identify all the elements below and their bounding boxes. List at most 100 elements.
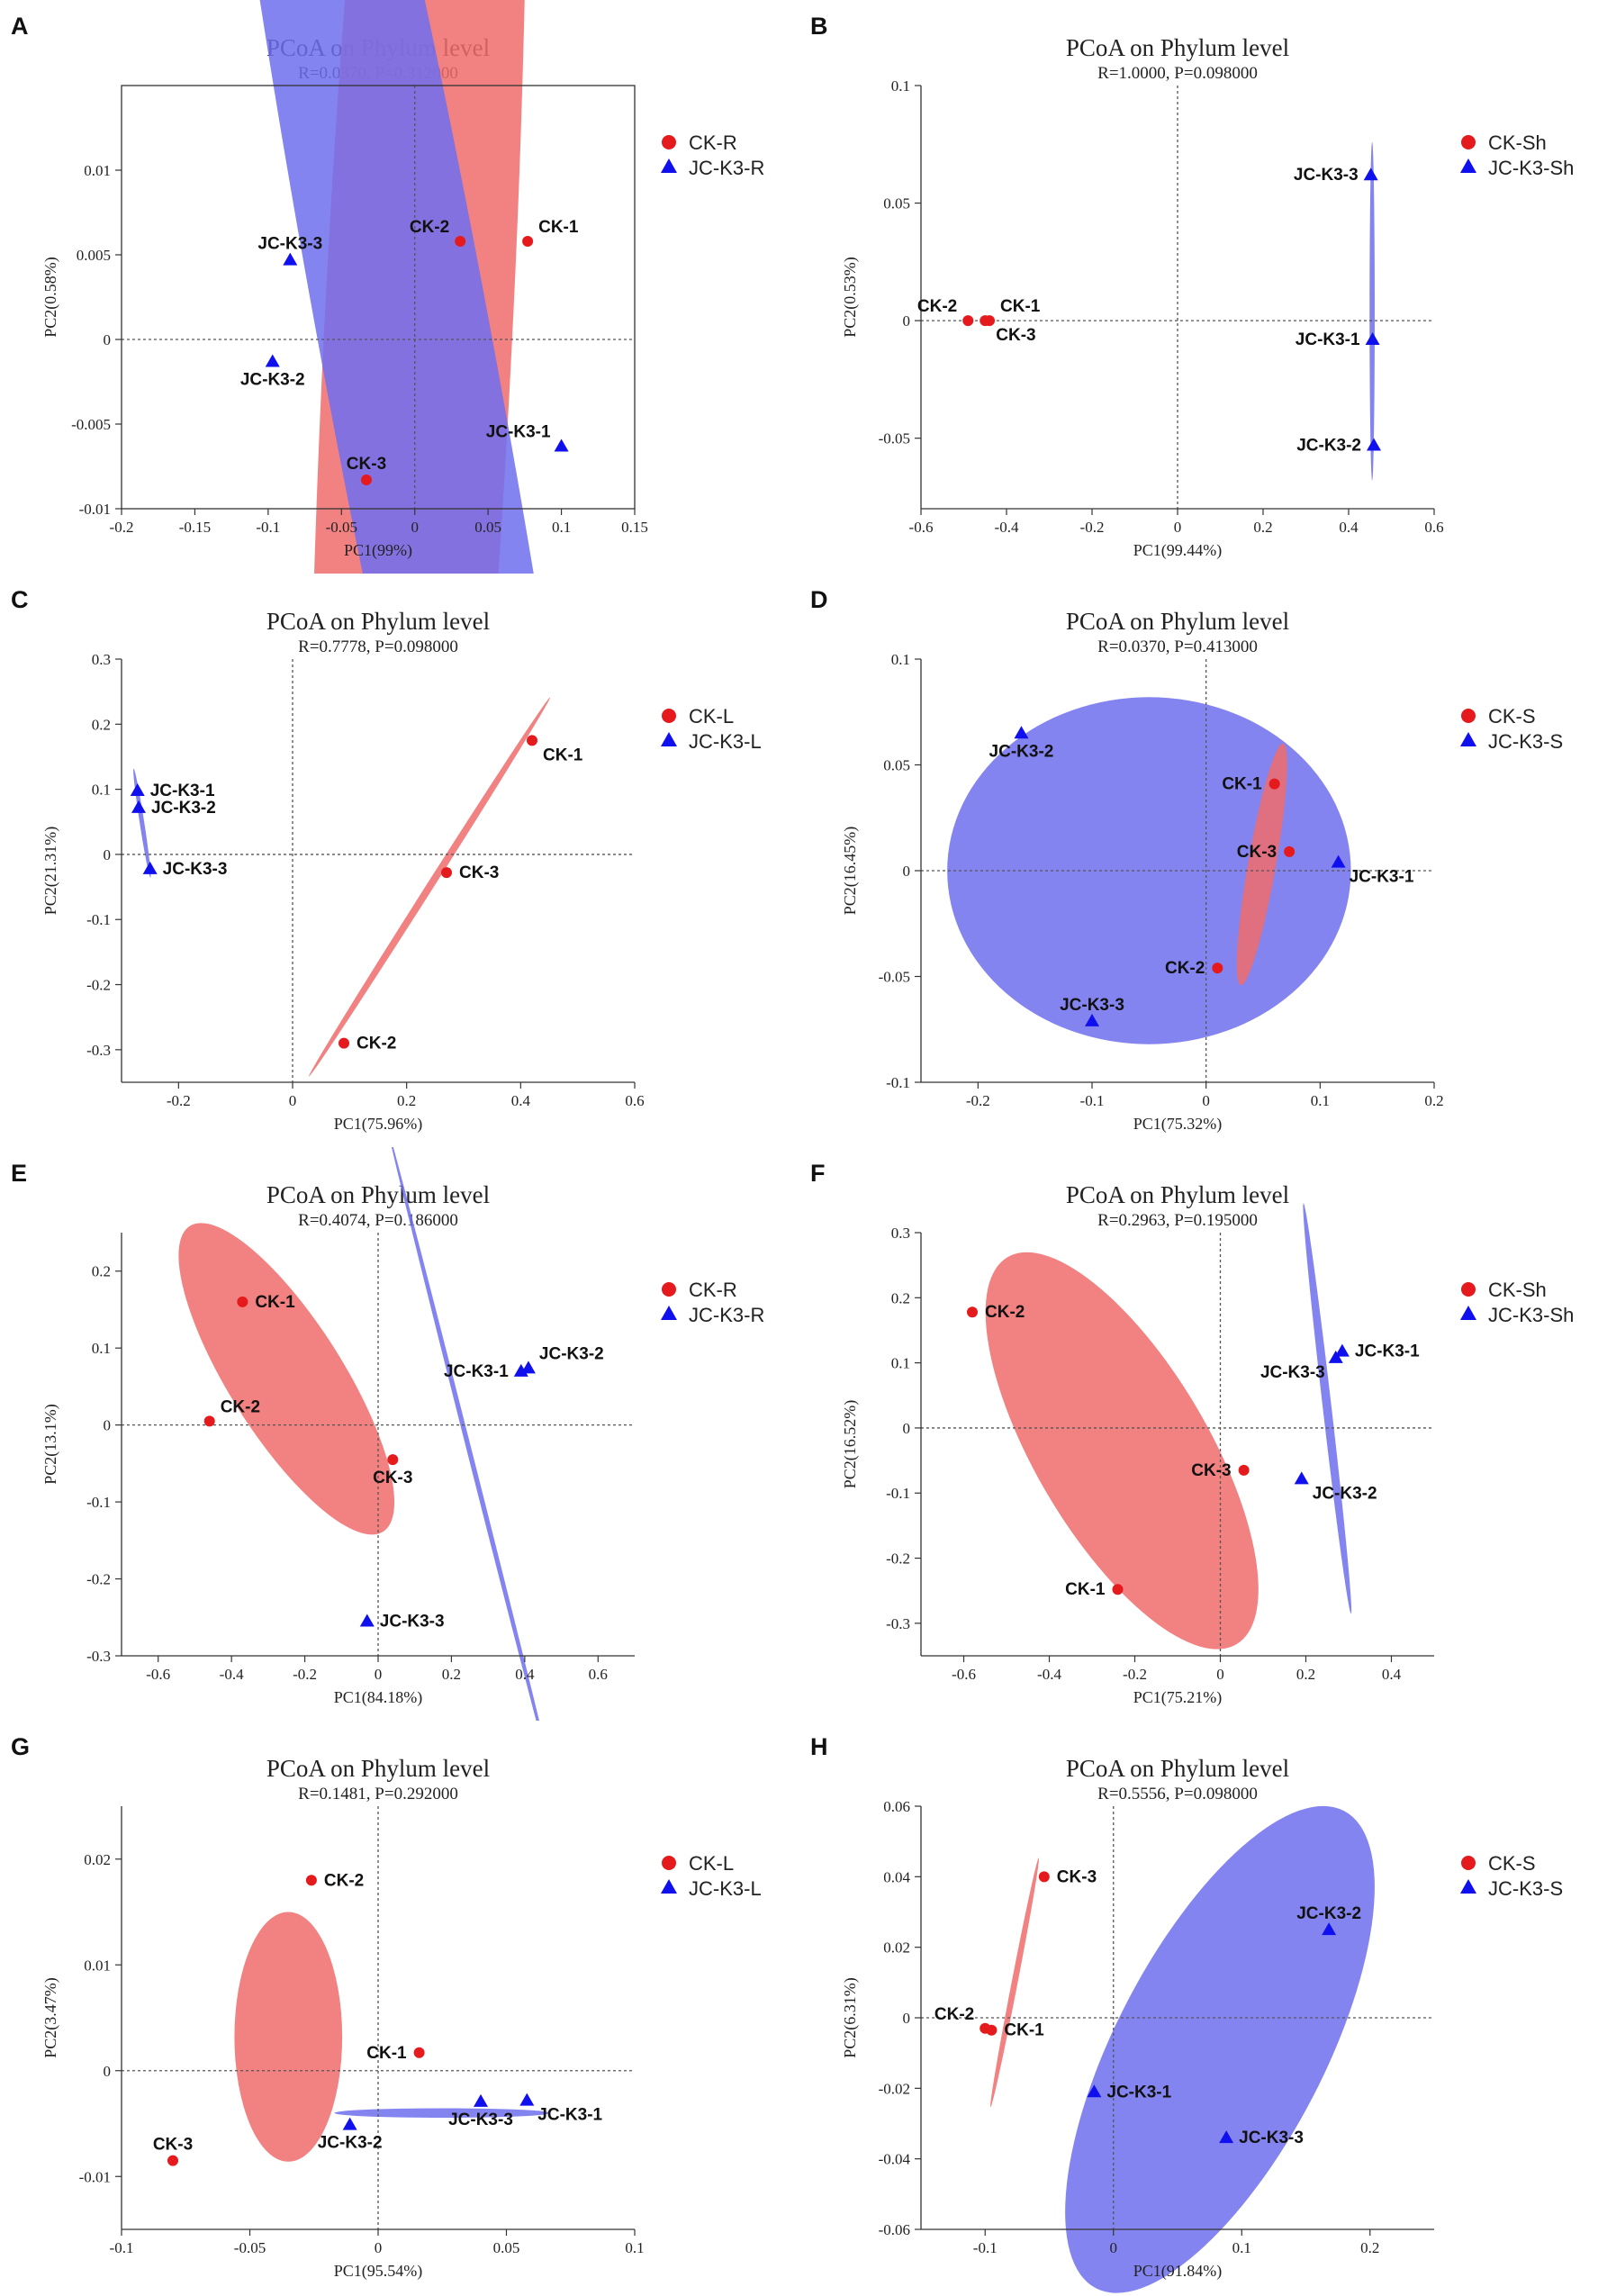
chart-subtitle: R=0.5556, P=0.098000	[1097, 1785, 1258, 1803]
confidence-ellipse-jc-k3	[1369, 141, 1375, 481]
y-tick-label: 0.1	[92, 1340, 111, 1357]
y-tick-label: -0.2	[86, 977, 111, 994]
panel-c: C PCoA on Phylum level R=0.7778, P=0.09800…	[0, 574, 799, 1147]
confidence-ellipse-ck	[1236, 743, 1287, 986]
y-axis-label: PC2(16.52%)	[841, 1400, 860, 1489]
data-point-ck-3	[360, 475, 372, 486]
point-label: JC-K3-3	[1060, 996, 1124, 1015]
x-tick-label: 0.2	[1296, 1666, 1315, 1683]
chart-subtitle: R=0.1481, P=0.292000	[298, 1785, 458, 1803]
legend-jc-marker	[1460, 732, 1476, 746]
x-axis-label: PC1(75.32%)	[1133, 1115, 1223, 1134]
y-axis-label: PC2(0.53%)	[841, 257, 860, 338]
point-label: JC-K3-1	[444, 1362, 509, 1381]
point-label: CK-1	[1222, 775, 1262, 794]
panel-label: G	[11, 1733, 30, 1760]
pcoa-chart-c: C PCoA on Phylum level R=0.7778, P=0.09800…	[11, 586, 762, 1134]
chart-subtitle: R=0.4074, P=0.186000	[298, 1211, 458, 1230]
x-tick-label: -0.1	[256, 519, 280, 536]
data-point-jc-k3-3	[1219, 2130, 1234, 2144]
chart-title: PCoA on Phylum level	[1066, 1181, 1289, 1208]
data-point-jc-k3-3	[474, 2093, 488, 2107]
y-tick-label: -0.1	[86, 911, 111, 928]
data-point-jc-k3-1	[554, 438, 569, 452]
chart-title: PCoA on Phylum level	[1066, 608, 1289, 635]
data-point-ck-1	[527, 735, 537, 746]
point-label: JC-K3-2	[240, 370, 305, 389]
x-axis-label: PC1(91.84%)	[1133, 2262, 1223, 2281]
point-label: JC-K3-1	[1350, 868, 1414, 887]
data-point-jc-k3-3	[283, 252, 298, 266]
y-tick-label: -0.2	[886, 1550, 910, 1568]
x-tick-label: 0	[1174, 519, 1182, 536]
y-tick-label: 0.2	[92, 716, 111, 733]
data-point-jc-k3-2	[342, 2117, 357, 2130]
legend-jc-label: JC-K3-L	[689, 730, 762, 753]
x-tick-label: -0.05	[326, 519, 357, 536]
y-axis-label: PC2(0.58%)	[41, 257, 60, 338]
point-label: JC-K3-2	[539, 1344, 604, 1363]
y-axis-label: PC2(16.45%)	[841, 827, 860, 916]
point-label: JC-K3-1	[537, 2106, 602, 2125]
y-tick-label: -0.04	[879, 2151, 911, 2168]
panel-label: A	[11, 13, 29, 40]
point-label: JC-K3-3	[1239, 2129, 1304, 2147]
x-tick-label: 0	[1216, 1666, 1224, 1683]
legend-ck-marker	[1461, 1856, 1476, 1870]
x-tick-label: -0.2	[110, 519, 134, 536]
y-tick-label: 0	[903, 863, 911, 880]
x-tick-label: 0.2	[1253, 519, 1272, 536]
pcoa-chart-h: H PCoA on Phylum level R=0.5556, P=0.09800…	[810, 1733, 1563, 2293]
data-point-ck-2	[967, 1306, 978, 1318]
x-tick-label: 0	[289, 1092, 297, 1109]
data-point-jc-k3-1	[519, 2093, 535, 2106]
point-label: JC-K3-1	[1355, 1342, 1420, 1361]
data-point-ck-1	[522, 235, 534, 247]
x-tick-label: 0.15	[621, 519, 648, 536]
y-tick-label: -0.2	[86, 1571, 111, 1588]
point-label: JC-K3-3	[1260, 1363, 1325, 1382]
y-tick-label: -0.1	[886, 1485, 910, 1502]
data-point-jc-k3-1	[130, 783, 145, 797]
x-tick-label: 0.2	[1424, 1092, 1443, 1109]
point-label: CK-2	[917, 297, 957, 316]
y-axis-label: PC2(6.31%)	[841, 1977, 860, 2058]
point-label: JC-K3-2	[318, 2134, 383, 2153]
legend-ck-marker	[662, 1856, 676, 1870]
y-tick-label: 0.1	[891, 77, 910, 95]
data-point-jc-k3-1	[1365, 332, 1380, 345]
chart-subtitle: R=0.7778, P=0.098000	[298, 637, 458, 656]
data-point-ck-3	[1038, 1871, 1050, 1883]
pcoa-chart-e: E PCoA on Phylum level R=0.4074, P=0.18600…	[11, 1147, 764, 1721]
panel-f: F PCoA on Phylum level R=0.2963, P=0.19500…	[799, 1147, 1598, 1721]
data-point-jc-k3-1	[1087, 2084, 1102, 2098]
point-label: CK-3	[1057, 1867, 1097, 1886]
data-point-jc-k3-3	[142, 861, 158, 874]
legend-ck-marker	[1461, 1282, 1476, 1297]
x-tick-label: 0.6	[625, 1092, 644, 1109]
point-label: JC-K3-3	[163, 860, 228, 879]
x-tick-label: 0.6	[1424, 519, 1443, 536]
x-tick-label: 0.2	[442, 1666, 461, 1683]
point-label: CK-2	[934, 2005, 974, 2024]
y-tick-label: -0.1	[886, 1074, 910, 1091]
point-label: JC-K3-3	[448, 2111, 513, 2129]
y-tick-label: 0.01	[84, 1957, 111, 1974]
point-label: JC-K3-3	[1294, 166, 1359, 185]
legend-jc-marker	[661, 732, 677, 746]
data-point-ck-2	[1212, 963, 1223, 974]
y-tick-label: -0.05	[879, 430, 910, 447]
data-point-ck-1	[237, 1296, 248, 1307]
y-tick-label: 0	[104, 331, 112, 348]
y-axis-label: PC2(13.1%)	[41, 1404, 60, 1485]
point-label: JC-K3-1	[1106, 2083, 1171, 2102]
legend-ck-label: CK-S	[1488, 1852, 1536, 1875]
point-label: CK-1	[1004, 2021, 1044, 2040]
x-tick-label: 0.1	[625, 2239, 644, 2256]
point-label: JC-K3-3	[380, 1613, 445, 1632]
data-point-jc-k3-1	[1331, 854, 1346, 868]
x-tick-label: 0.6	[589, 1666, 608, 1683]
legend-jc-label: JC-K3-S	[1488, 1877, 1563, 1900]
x-axis-label: PC1(84.18%)	[334, 1688, 423, 1707]
point-label: JC-K3-2	[1296, 437, 1361, 456]
